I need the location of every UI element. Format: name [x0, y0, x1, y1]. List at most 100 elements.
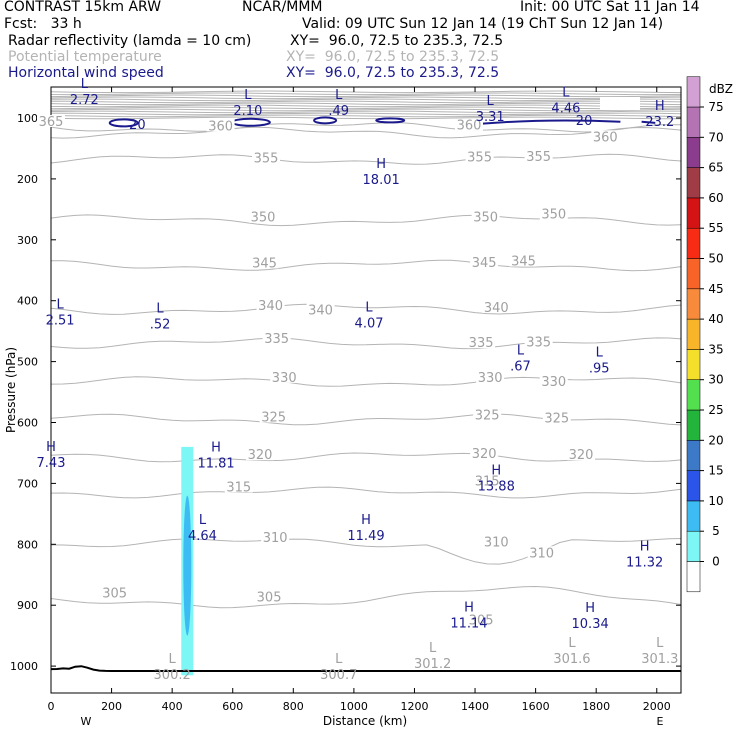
wind-extreme-letter: H: [376, 157, 386, 172]
theta-label-bg: [591, 130, 620, 143]
y-axis-title: Pressure (hPa): [4, 347, 18, 433]
wind-extreme-letter: L: [244, 88, 252, 103]
wind-contour-20: [108, 118, 139, 128]
colorbar-level-label: 40: [708, 312, 723, 326]
theta-label: 315: [475, 474, 500, 489]
wind-contour-20: [313, 116, 338, 125]
theta-label: 305: [469, 613, 494, 628]
wind-extreme-value: 7.43: [37, 456, 66, 471]
theta-label-bg: [470, 446, 499, 459]
wind-contour-label: 20: [576, 114, 593, 129]
theta-label: 345: [252, 256, 277, 271]
theta-label-bg: [37, 115, 65, 128]
colorbar-swatch: [686, 227, 701, 259]
y-tick-label: 1000: [10, 660, 38, 673]
theta-contour-335: [50, 337, 682, 350]
colorbar-level-label: 5: [712, 524, 720, 538]
colorbar-level-label: 45: [708, 282, 723, 296]
wind-extreme-letter: L: [562, 86, 570, 101]
wind-extreme-value: 4.46: [551, 102, 580, 117]
wind-extreme-value: 4.64: [188, 529, 217, 544]
theta-contour-upper: [50, 114, 682, 118]
theta-label: 320: [248, 448, 273, 463]
theta-contour-upper: [50, 102, 682, 106]
wind-extreme-value: 2.10: [233, 104, 262, 119]
field-theta-xy: XY= 96.0, 72.5 to 235.3, 72.5: [286, 49, 500, 65]
theta-label-bg: [262, 331, 291, 344]
theta-label-bg: [270, 370, 299, 383]
colorbar-level-label: 50: [708, 252, 723, 266]
wind-extreme-value: 2.72: [70, 93, 99, 108]
theta-contour-360: [50, 126, 682, 139]
y-tick-label: 600: [17, 417, 38, 430]
wind-extreme-letter: H: [46, 440, 56, 455]
theta-extreme-value: 301.6: [553, 652, 590, 667]
colorbar-level-label: 10: [708, 494, 723, 508]
x-tick-label: 200: [101, 700, 122, 713]
field-reflectivity-xy: XY= 96.0, 72.5 to 235.3, 72.5: [290, 33, 504, 49]
wind-extreme-letter: H: [361, 513, 371, 528]
x-end-label-east: E: [657, 715, 664, 728]
theta-label: 325: [544, 412, 569, 427]
wind-extreme-value: .49: [328, 104, 349, 119]
theta-label: 335: [264, 332, 289, 347]
theta-contour-365: [50, 122, 682, 133]
wind-contour-20: [230, 117, 271, 127]
theta-label-bg: [245, 448, 274, 461]
wind-extreme-letter: L: [365, 301, 373, 316]
x-tick-label: 600: [222, 700, 243, 713]
field-theta: Potential temperature: [8, 49, 162, 65]
theta-contour-upper: [50, 100, 682, 104]
theta-label: 340: [308, 303, 333, 318]
colorbar-swatch: [686, 470, 701, 502]
theta-label: 365: [39, 115, 64, 130]
colorbar-swatch: [686, 349, 701, 380]
theta-contour-325: [50, 413, 682, 426]
theta-label-bg: [473, 474, 502, 487]
theta-label-bg: [539, 207, 568, 220]
theta-contour-340: [50, 303, 682, 315]
model-title: CONTRAST 15km ARW: [4, 0, 162, 15]
theta-contour-350: [50, 214, 682, 227]
x-tick-label: 1400: [461, 700, 489, 713]
wind-extreme-letter: L: [199, 513, 207, 528]
theta-label-bg: [509, 254, 538, 267]
wind-extreme-letter: L: [487, 94, 495, 109]
theta-label: 320: [472, 447, 497, 462]
wind-extreme-letter: L: [517, 343, 525, 358]
wind-extreme-letter: L: [56, 298, 64, 313]
theta-contour-345: [50, 259, 682, 272]
theta-extreme-letter: L: [656, 636, 664, 651]
wind-extreme-value: 23.2: [645, 115, 674, 130]
colorbar-swatch: [686, 197, 701, 229]
theta-contour-upper: [50, 110, 681, 114]
theta-contour-upper: [50, 104, 682, 108]
theta-label: 305: [102, 586, 127, 601]
colorbar-level-label: 25: [708, 403, 723, 417]
theta-contour-upper: [50, 112, 682, 116]
theta-contour-315: [50, 486, 682, 499]
terrain-line: [50, 665, 681, 672]
theta-label: 330: [478, 371, 503, 386]
colorbar-swatch: [686, 106, 701, 138]
theta-extreme-value: 301.2: [414, 657, 451, 672]
theta-contour-upper: [50, 108, 682, 112]
theta-label: 310: [484, 535, 509, 550]
theta-contour-355: [50, 153, 682, 165]
theta-label-bg: [471, 210, 500, 223]
theta-extreme-letter: L: [169, 652, 177, 667]
colorbar-swatch: [686, 440, 701, 471]
wind-extreme-letter: H: [585, 601, 595, 616]
wind-extreme-letter: H: [211, 441, 221, 456]
colorbar-level-label: 30: [708, 373, 723, 387]
theta-label-bg: [482, 300, 511, 313]
colorbar-level-label: 0: [712, 555, 720, 569]
theta-label: 335: [469, 336, 494, 351]
x-tick-label: 1000: [340, 700, 368, 713]
x-tick-label: 0: [48, 700, 55, 713]
theta-label-bg: [306, 303, 335, 316]
colorbar-unit: dBZ: [709, 82, 733, 96]
theta-label-bg: [256, 299, 285, 312]
wind-extreme-letter: L: [596, 346, 604, 361]
